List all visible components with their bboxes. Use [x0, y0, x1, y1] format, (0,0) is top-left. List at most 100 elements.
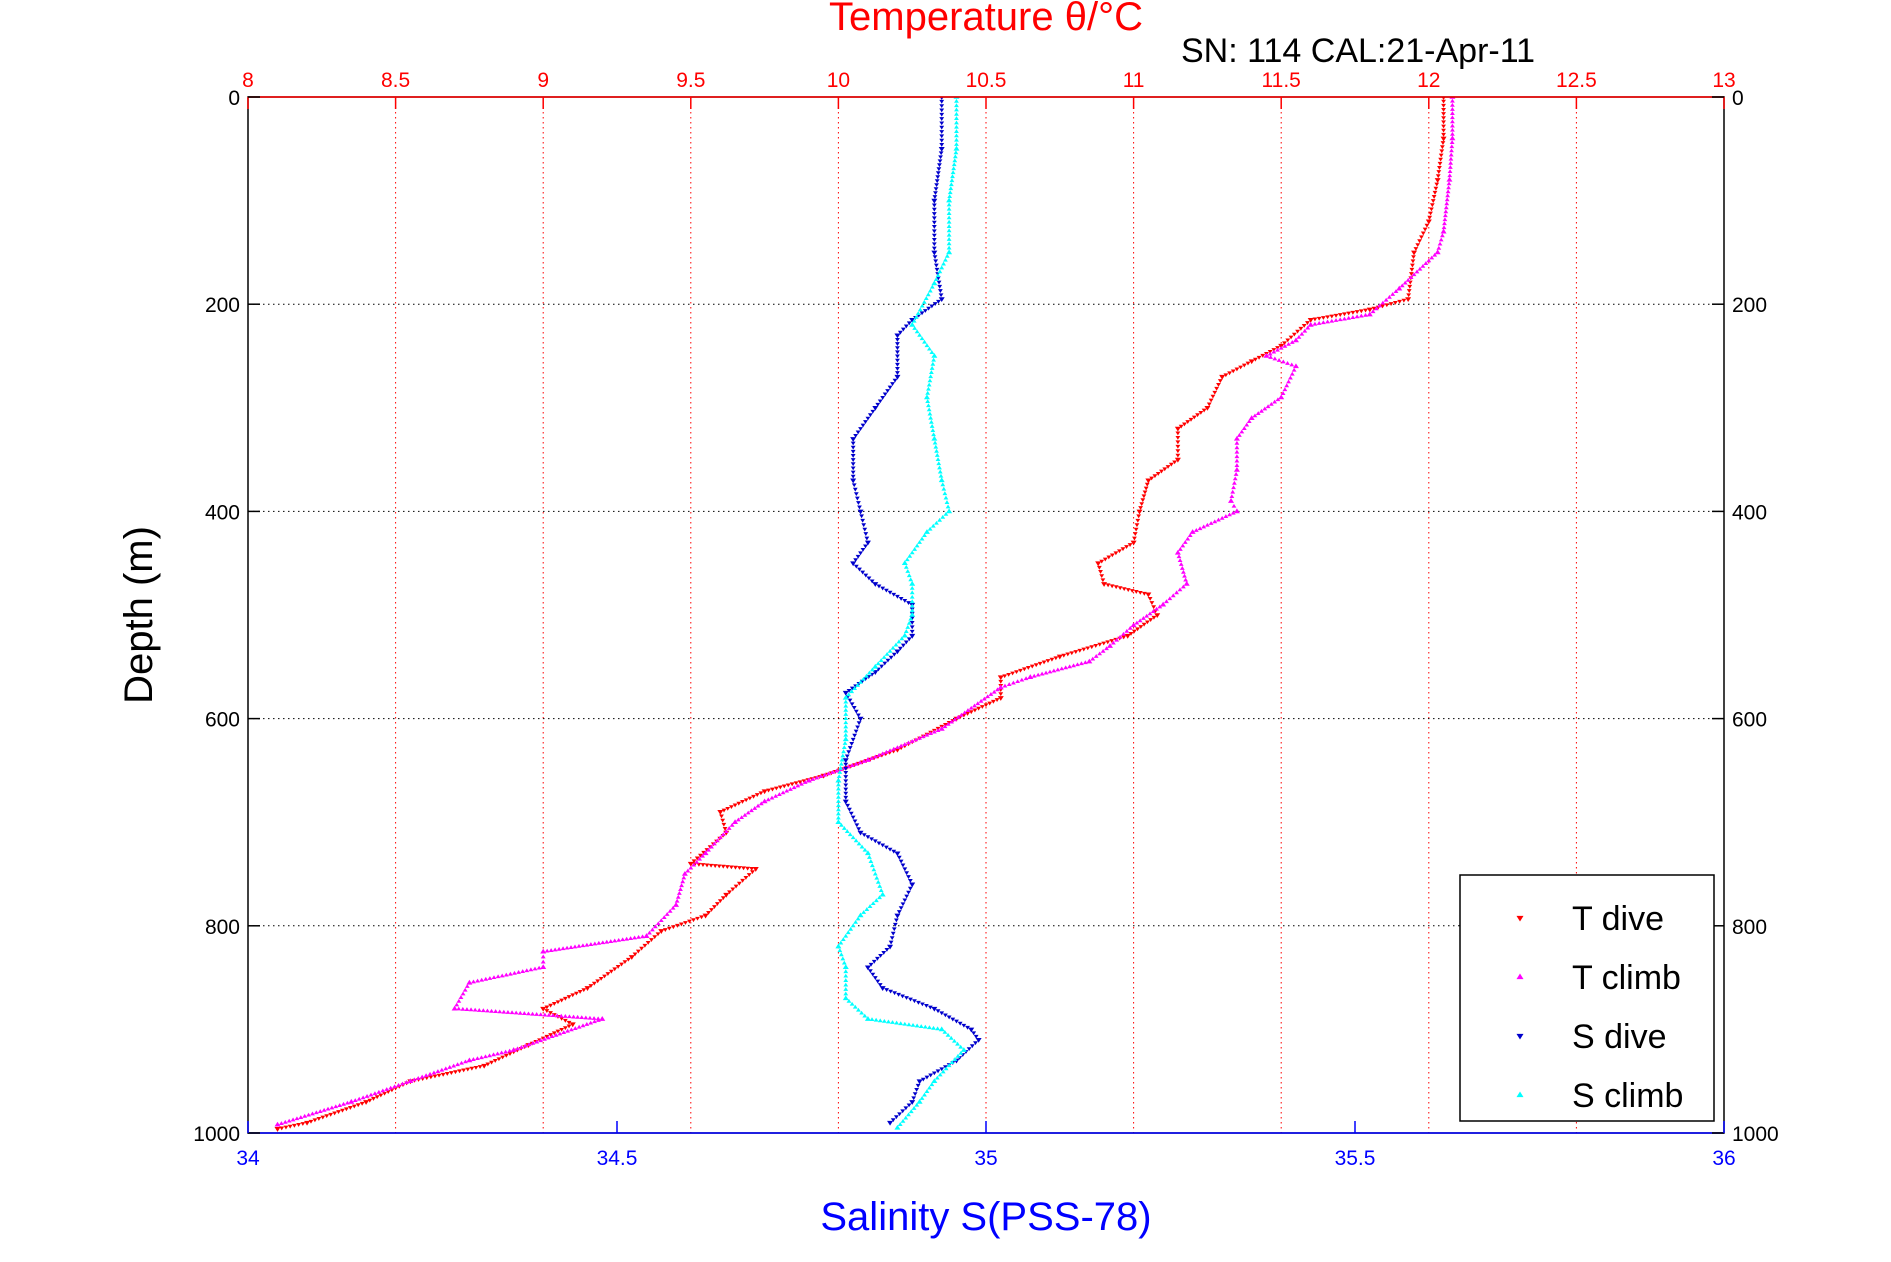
data-point	[931, 250, 938, 256]
data-point-interp	[874, 875, 880, 880]
data-point-interp	[704, 863, 710, 868]
data-point-interp	[733, 865, 738, 870]
data-point-interp	[850, 458, 856, 462]
data-point-interp	[937, 159, 943, 164]
data-point-interp	[635, 949, 641, 954]
data-point-interp	[1045, 659, 1051, 663]
data-point-interp	[1144, 482, 1150, 487]
data-point-interp	[538, 1038, 544, 1043]
data-point	[584, 986, 591, 991]
data-point-interp	[950, 1017, 956, 1022]
data-point-interp	[862, 847, 868, 852]
data-point-interp	[722, 826, 728, 831]
data-point-interp	[864, 673, 869, 678]
data-point-interp	[785, 783, 791, 788]
data-point-interp	[1233, 472, 1239, 476]
data-point-interp	[1439, 145, 1445, 150]
data-point	[909, 317, 916, 323]
data-point-interp	[850, 454, 856, 458]
data-point-interp	[946, 245, 952, 250]
data-point	[842, 799, 849, 805]
data-point-interp	[709, 908, 714, 912]
data-point-interp	[880, 396, 886, 400]
data-point-interp	[903, 1115, 909, 1120]
data-point-interp	[933, 187, 939, 192]
data-point-interp	[933, 263, 939, 268]
data-point-interp	[329, 1105, 335, 1110]
data-point-interp	[1065, 652, 1071, 657]
data-point-interp	[946, 219, 952, 224]
data-point-interp	[700, 853, 706, 858]
data-point-interp	[1448, 156, 1454, 161]
data-point-interp	[928, 415, 934, 420]
data-point-interp	[952, 154, 958, 159]
depth-tick-label: 0	[228, 87, 240, 110]
data-point-interp	[712, 905, 717, 909]
data-point-interp	[1426, 258, 1432, 263]
data-point-interp	[1405, 277, 1411, 282]
data-point-interp	[1023, 676, 1029, 681]
data-point-interp	[1121, 631, 1126, 636]
data-point-interp	[388, 1085, 394, 1090]
data-point-interp	[917, 540, 922, 544]
data-point-interp	[1256, 355, 1262, 360]
data-point-interp	[903, 1106, 909, 1111]
data-point-interp	[1397, 299, 1403, 304]
data-point-interp	[862, 1013, 868, 1018]
data-point-interp	[706, 847, 711, 852]
data-point-interp	[937, 284, 943, 289]
data-point-interp	[935, 1026, 941, 1031]
depth-tick-label: 400	[205, 501, 240, 524]
data-point-interp	[880, 586, 886, 591]
data-point-interp	[861, 833, 867, 838]
data-point	[894, 1124, 901, 1130]
data-point	[1086, 658, 1093, 664]
data-point	[1307, 321, 1314, 327]
data-point-interp	[914, 1088, 920, 1092]
data-point	[857, 912, 864, 918]
data-point-interp	[1437, 161, 1443, 166]
data-point-interp	[904, 557, 910, 562]
data-point	[761, 798, 768, 804]
data-point-interp	[858, 679, 863, 684]
data-point-interp	[559, 1027, 565, 1032]
data-point-interp	[849, 742, 855, 746]
data-point-interp	[843, 771, 849, 775]
data-point-interp	[312, 1118, 318, 1123]
data-point-interp	[574, 991, 579, 996]
data-point-interp	[870, 409, 876, 414]
data-point-interp	[325, 1106, 331, 1111]
data-point-interp	[838, 940, 844, 945]
data-point-interp	[836, 790, 841, 795]
data-point-interp	[950, 170, 956, 175]
data-point-interp	[863, 420, 868, 425]
data-point-interp	[906, 620, 912, 625]
data-point-interp	[501, 1009, 507, 1014]
data-point-interp	[924, 1089, 930, 1093]
depth-tick-label-right: 800	[1732, 916, 1767, 939]
data-point-interp	[934, 453, 940, 457]
data-point	[1411, 250, 1418, 256]
data-point-interp	[740, 800, 745, 804]
data-point-interp	[1286, 379, 1291, 384]
data-point-interp	[526, 1011, 531, 1016]
data-point-interp	[739, 815, 745, 820]
data-point	[407, 1078, 414, 1083]
data-point-interp	[691, 859, 697, 864]
data-point-interp	[515, 1046, 520, 1051]
data-point-interp	[914, 543, 920, 548]
data-point-interp	[1053, 656, 1059, 661]
data-point-interp	[1175, 435, 1181, 440]
data-point	[1095, 561, 1102, 567]
data-point-interp	[973, 1041, 978, 1046]
data-point-interp	[939, 1067, 945, 1072]
data-point-interp	[708, 863, 714, 868]
data-point	[732, 819, 739, 824]
data-point	[761, 789, 768, 795]
data-point	[997, 675, 1004, 681]
data-point-interp	[681, 875, 687, 880]
data-point-interp	[507, 1048, 513, 1053]
data-point-interp	[1401, 298, 1407, 303]
data-point-interp	[534, 1039, 540, 1044]
data-point-interp	[972, 703, 977, 708]
